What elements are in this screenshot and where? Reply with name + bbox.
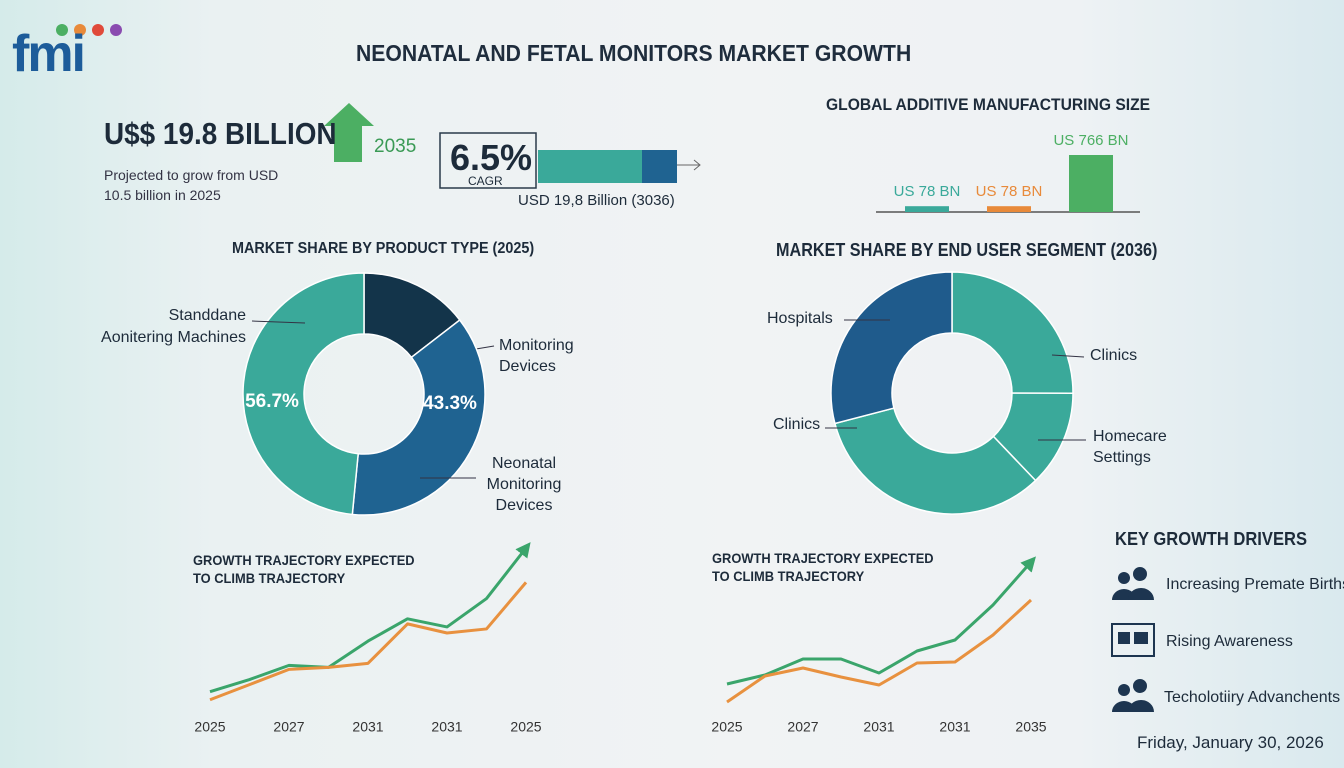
bar-value-label: US 78 BN bbox=[894, 183, 961, 200]
pie-category-label: Homecare Settings bbox=[1093, 428, 1167, 466]
x-tick-label: 2025 bbox=[711, 719, 742, 735]
x-tick-label: 2031 bbox=[431, 719, 462, 735]
logo-dots bbox=[56, 24, 122, 36]
cagr-arrow bbox=[677, 159, 701, 171]
pie-category-label: Neonatal Monitoring Devices bbox=[486, 455, 562, 514]
cagr: 6.5% bbox=[450, 137, 533, 178]
date: Friday, January 30, 2026 bbox=[1137, 733, 1324, 752]
pie-slice bbox=[833, 407, 1037, 515]
title: NEONATAL AND FETAL MONITORS MARKET GROWT… bbox=[356, 40, 912, 66]
line-series bbox=[209, 542, 531, 694]
x-tick-label: 2031 bbox=[939, 719, 970, 735]
driver-item: Techolotiiry Advanchents bbox=[1164, 689, 1341, 706]
leader-line bbox=[1051, 354, 1085, 358]
drivers-title: KEY GROWTH DRIVERS bbox=[1115, 529, 1307, 549]
driver-item: Rising Awareness bbox=[1166, 633, 1293, 650]
up-arrow bbox=[324, 103, 374, 162]
pie-category-label: Standdane Aonitering Machines bbox=[101, 307, 246, 346]
x-tick-label: 2035 bbox=[1015, 719, 1046, 735]
pie-slice bbox=[351, 318, 486, 516]
x-tick-label: 2031 bbox=[352, 719, 383, 735]
line-series bbox=[726, 598, 1033, 704]
pie-category-label: Monitoring Devices bbox=[499, 337, 574, 375]
pie-value-label: 56.7% bbox=[245, 391, 299, 412]
bar bbox=[1069, 155, 1113, 212]
x-tick-label: 2025 bbox=[510, 719, 541, 735]
headline-year: 2035 bbox=[374, 136, 417, 157]
pie-slice bbox=[830, 271, 953, 425]
line-series bbox=[726, 556, 1036, 686]
headline-note: Projected to grow from USD 10.5 billion … bbox=[104, 167, 279, 203]
line-title: GROWTH TRAJECTORY EXPECTED TO CLIMB TRAJ… bbox=[712, 550, 934, 584]
cagr-bar bbox=[538, 150, 642, 183]
pie-slice bbox=[242, 272, 365, 516]
line-series bbox=[209, 581, 528, 702]
pie-category-label: Clinics bbox=[773, 416, 821, 433]
headline-value: U$$ 19.8 BILLION bbox=[104, 116, 337, 151]
pie-slice bbox=[951, 271, 1074, 394]
cagr-bar bbox=[642, 150, 677, 183]
x-tick-label: 2025 bbox=[194, 719, 225, 735]
pie-title: MARKET SHARE BY PRODUCT TYPE (2025) bbox=[232, 240, 535, 257]
x-tick-label: 2027 bbox=[273, 719, 304, 735]
driver-icons bbox=[1111, 567, 1155, 712]
cagr-box bbox=[439, 132, 537, 189]
cagr-label: CAGR bbox=[468, 174, 503, 188]
bar-value-label: US 766 BN bbox=[1053, 132, 1128, 149]
bar-value-label: US 78 BN bbox=[976, 183, 1043, 200]
bar bbox=[987, 206, 1031, 212]
logo: fmi bbox=[12, 25, 86, 83]
pie-value-label: 43.3% bbox=[423, 393, 477, 414]
leader-line bbox=[251, 320, 306, 324]
x-tick-label: 2031 bbox=[863, 719, 894, 735]
x-tick-label: 2027 bbox=[787, 719, 818, 735]
pie-title: MARKET SHARE BY END USER SEGMENT (2036) bbox=[776, 240, 1158, 260]
bar-title: GLOBAL ADDITIVE MANUFACTURING SIZE bbox=[826, 95, 1151, 114]
driver-item: Increasing Premate Births bbox=[1166, 576, 1344, 593]
pie-category-label: Clinics bbox=[1090, 347, 1138, 364]
bar bbox=[905, 206, 949, 212]
pie-category-label: Hospitals bbox=[767, 310, 833, 327]
cagr-bar-label: USD 19,8 Billion (3036) bbox=[518, 192, 675, 209]
line-title: GROWTH TRAJECTORY EXPECTED TO CLIMB TRAJ… bbox=[193, 552, 415, 586]
